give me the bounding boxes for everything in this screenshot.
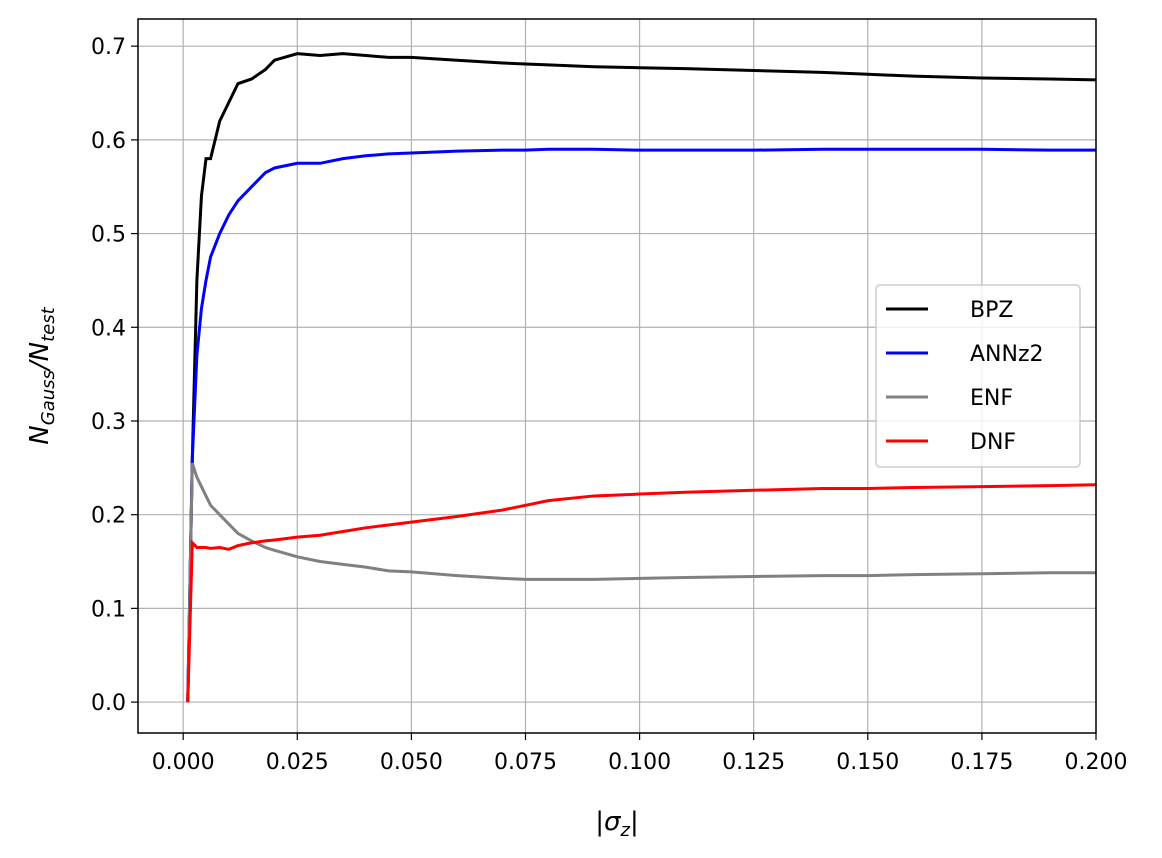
series-line [186,147,1096,703]
legend-label: BPZ [970,298,1013,323]
y-tick-label: 0.2 [91,504,126,529]
y-tick-label: 0.6 [91,129,126,154]
x-label-part: |σ [595,807,622,837]
series-line [186,483,1097,703]
x-tick-label: 0.000 [152,750,215,775]
x-tick-label: 0.075 [494,750,557,775]
y-tick-label: 0.0 [91,691,126,716]
series-line [186,52,1097,703]
x-tick-label: 0.125 [722,750,785,775]
y-tick-label: 0.7 [91,35,126,60]
x-tick-label: 0.050 [380,750,443,775]
x-tick-label: 0.200 [1065,750,1128,775]
y-label-sub: test [38,306,59,342]
x-axis-label: |σz| [595,807,638,841]
x-label-part: | [630,807,639,837]
y-axis-label: NGauss/Ntest [25,306,59,444]
series-line [186,462,1096,703]
legend-label: ENF [970,386,1013,411]
legend-box [875,284,1081,468]
y-tick-label: 0.4 [91,316,126,341]
x-tick-label: 0.025 [266,750,329,775]
legend-label: ANNz2 [970,342,1044,367]
x-label-sub: z [620,820,631,841]
y-tick-label: 0.5 [91,223,126,248]
y-tick-label: 0.1 [91,597,126,622]
y-label-sub: Gauss [38,370,59,425]
x-tick-label: 0.150 [836,750,899,775]
y-tick-label: 0.3 [91,410,126,435]
y-label-part: N [25,425,55,444]
y-label-part: /N [25,342,55,372]
plot-frame [137,18,1097,734]
x-tick-label: 0.100 [608,750,671,775]
x-tick-label: 0.175 [950,750,1013,775]
legend-label: DNF [970,430,1016,455]
